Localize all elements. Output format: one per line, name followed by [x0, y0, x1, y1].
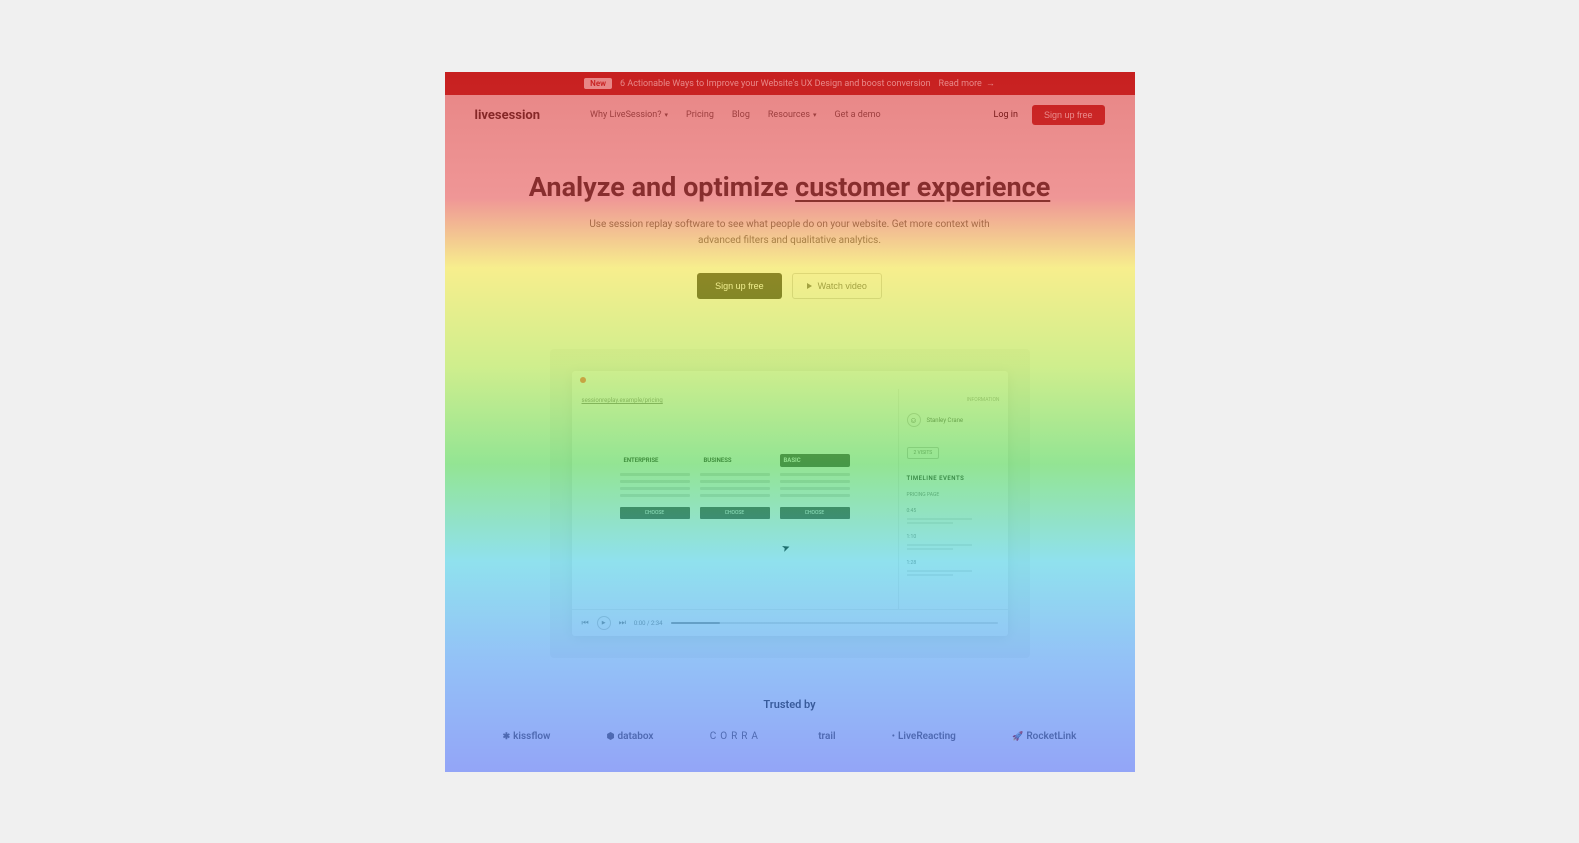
login-link[interactable]: Log in [994, 110, 1018, 120]
hero-subtitle: Use session replay software to see what … [580, 217, 1000, 249]
signup-button-hero[interactable]: Sign up free [697, 273, 782, 299]
brand-logo: 🚀RocketLink [1012, 731, 1076, 742]
visits-tag: 2 VISITS [907, 447, 940, 459]
timeline-event: 1:28 [907, 560, 1000, 566]
hero-cta-row: Sign up free Watch video [475, 273, 1105, 299]
window-titlebar [572, 371, 1008, 389]
play-icon [807, 283, 812, 289]
play-button[interactable]: ▶ [597, 616, 611, 630]
nav-blog[interactable]: Blog [732, 110, 750, 120]
plan-card: BUSINESS CHOOSE [700, 454, 770, 519]
session-replay-window: sessionreplay.example/pricing ENTERPRISE… [572, 371, 1008, 636]
brand-logo: ⬢databox [607, 731, 654, 742]
nav-resources[interactable]: Resources ▾ [768, 110, 817, 120]
user-name: Stanley Crane [927, 417, 964, 424]
brand-logo: trail [818, 731, 835, 742]
nav-pricing[interactable]: Pricing [686, 110, 714, 120]
progress-fill [671, 622, 720, 624]
plan-card: ENTERPRISE CHOOSE [620, 454, 690, 519]
watch-video-button[interactable]: Watch video [792, 273, 882, 299]
chevron-down-icon: ▾ [665, 111, 669, 119]
brand-icon: ⬢ [607, 732, 615, 742]
playback-time: 0:00 / 2:34 [634, 620, 663, 627]
chevron-down-icon: ▾ [813, 111, 817, 119]
close-dot-icon [580, 377, 586, 383]
plan-name: ENTERPRISE [620, 454, 690, 467]
main-nav: Why LiveSession? ▾ Pricing Blog Resource… [590, 110, 881, 120]
hero-title: Analyze and optimize customer experience [475, 171, 1105, 203]
arrow-right-icon: → [986, 78, 995, 89]
brand-icon: ✱ [503, 732, 511, 742]
nav-why-livesession[interactable]: Why LiveSession? ▾ [590, 110, 668, 120]
plan-card: BASIC CHOOSE [780, 454, 850, 519]
timeline-event: 0:45 [907, 508, 1000, 514]
cursor-icon: ➤ [780, 542, 792, 555]
header-actions: Log in Sign up free [994, 105, 1105, 125]
hero-section: Analyze and optimize customer experience… [445, 135, 1135, 319]
signup-button-header[interactable]: Sign up free [1032, 105, 1105, 125]
trusted-by-heading: Trusted by [445, 698, 1135, 711]
read-more-link[interactable]: Read more → [939, 78, 995, 89]
session-user: ☺ Stanley Crane [907, 413, 1000, 427]
brand-icon: 🚀 [1012, 732, 1023, 742]
plan-name: BASIC [780, 454, 850, 467]
plan-name: BUSINESS [700, 454, 770, 467]
timeline-event: 1:10 [907, 534, 1000, 540]
announcement-text: 6 Actionable Ways to Improve your Websit… [620, 79, 931, 89]
brand-icon: • [892, 732, 895, 742]
brand-logo-row: ✱kissflow ⬢databox CORRA trail •LiveReacting… [445, 711, 1135, 772]
landing-page: New 6 Actionable Ways to Improve your We… [445, 72, 1135, 772]
brand-logo: ✱kissflow [503, 731, 551, 742]
new-badge: New [584, 78, 612, 89]
logo[interactable]: livesession [475, 108, 541, 123]
timeline-heading: TIMELINE EVENTS [907, 475, 1000, 482]
session-sidebar: INFORMATION ☺ Stanley Crane 2 VISITS TIM… [898, 389, 1008, 609]
timeline-page-label: PRICING PAGE [907, 492, 1000, 498]
announcement-bar[interactable]: New 6 Actionable Ways to Improve your We… [445, 72, 1135, 95]
info-heading: INFORMATION [907, 397, 1000, 403]
brand-logo: CORRA [710, 731, 762, 742]
playback-controls: ⏮ ▶ ⏭ 0:00 / 2:34 [572, 609, 1008, 636]
skip-forward-icon[interactable]: ⏭ [619, 618, 626, 628]
nav-get-demo[interactable]: Get a demo [835, 110, 881, 120]
brand-logo: •LiveReacting [892, 731, 956, 742]
site-header: livesession Why LiveSession? ▾ Pricing B… [445, 95, 1135, 135]
choose-button[interactable]: CHOOSE [620, 507, 690, 519]
page-url: sessionreplay.example/pricing [582, 397, 888, 404]
skip-back-icon[interactable]: ⏮ [582, 618, 589, 628]
replay-viewport: sessionreplay.example/pricing ENTERPRISE… [572, 389, 898, 609]
progress-bar[interactable] [671, 622, 998, 624]
choose-button[interactable]: CHOOSE [700, 507, 770, 519]
choose-button[interactable]: CHOOSE [780, 507, 850, 519]
avatar-icon: ☺ [907, 413, 921, 427]
demo-frame: sessionreplay.example/pricing ENTERPRISE… [550, 349, 1030, 658]
